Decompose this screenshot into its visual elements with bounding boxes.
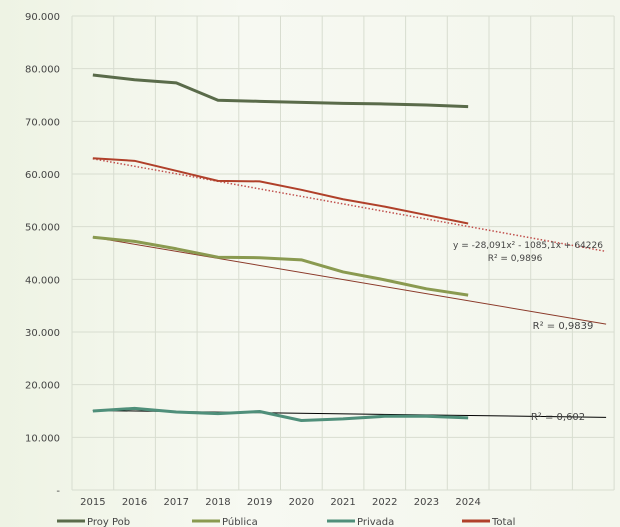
x-tick-label: 2022 — [372, 497, 397, 508]
y-tick-label: 10.000 — [25, 433, 60, 444]
x-tick-label: 2016 — [122, 497, 147, 508]
y-tick-label: 60.000 — [25, 170, 60, 181]
series-line-proy-pob — [92, 73, 469, 109]
x-tick-label: 2018 — [205, 497, 230, 508]
x-tick-label: 2024 — [455, 497, 480, 508]
y-tick-label: 70.000 — [25, 117, 60, 128]
trend-r2-total: R² = 0,9896 — [488, 254, 543, 264]
y-tick-label: - — [56, 486, 60, 497]
legend-label: Proy Pob — [87, 517, 130, 527]
series-line-pública — [92, 235, 469, 297]
x-tick-label: 2017 — [164, 497, 189, 508]
x-tick-label: 2023 — [414, 497, 439, 508]
legend-label: Privada — [357, 517, 394, 527]
y-tick-label: 20.000 — [25, 381, 60, 392]
y-tick-label: 90.000 — [25, 12, 60, 23]
trend-equation-total: y = -28,091x² - 1085,1x + 64226 — [453, 241, 603, 251]
y-tick-label: 80.000 — [25, 65, 60, 76]
trend-r2-privada: R² = 0,602 — [531, 412, 585, 423]
x-tick-label: 2019 — [247, 497, 272, 508]
trendline-total — [92, 157, 607, 253]
x-tick-label: 2015 — [80, 497, 105, 508]
legend-label: Total — [491, 517, 515, 527]
x-tick-label: 2020 — [289, 497, 314, 508]
x-tick-label: 2021 — [330, 497, 355, 508]
series-line-total — [92, 157, 469, 225]
series-line-privada — [92, 406, 469, 422]
trend-r2-publica: R² = 0,9839 — [533, 321, 594, 332]
y-tick-label: 40.000 — [25, 275, 60, 286]
legend-label: Pública — [222, 516, 258, 527]
trendline-pública — [92, 236, 607, 325]
y-tick-label: 50.000 — [25, 223, 60, 234]
y-tick-label: 30.000 — [25, 328, 60, 339]
